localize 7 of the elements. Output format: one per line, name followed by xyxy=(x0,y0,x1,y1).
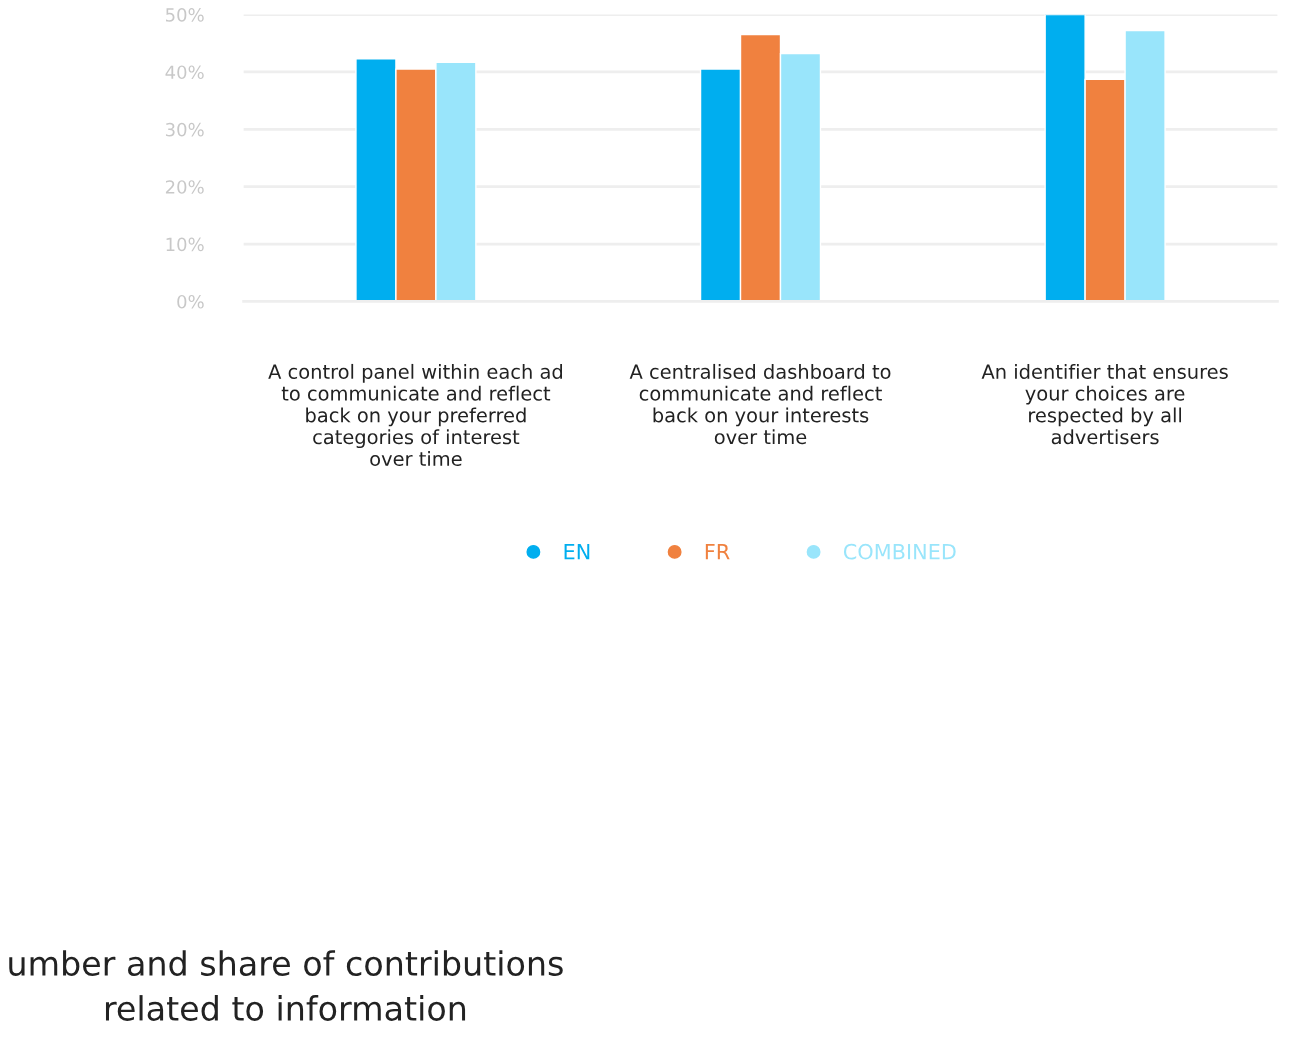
x-tick-label: A control panel within each ad to communicate and reflect back on your preferred categories of interest over time xyxy=(268,363,562,467)
legend-label: EN xyxy=(564,544,590,560)
text: umber and share of contributions related to information xyxy=(9,950,563,1021)
x-tick-label: A centralised dashboard to communicate and reflect back on your interests over time xyxy=(629,363,891,445)
x-tick-label: An identifier that ensures your choices are respected by all advertisers xyxy=(981,363,1228,445)
legend-label: COMBINED xyxy=(843,543,956,560)
legend-label: FR xyxy=(705,544,730,560)
